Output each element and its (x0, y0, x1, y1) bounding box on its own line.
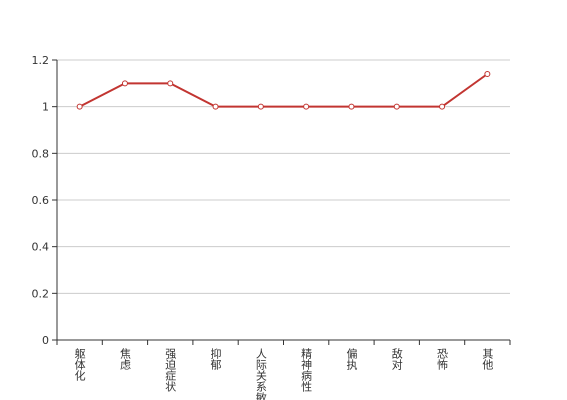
data-point (121, 80, 128, 87)
data-point (257, 103, 264, 110)
data-point (393, 103, 400, 110)
series-line (79, 73, 488, 108)
y-tick-label: 0.8 (32, 147, 50, 160)
data-point (303, 103, 310, 110)
y-tick-label: 0.6 (32, 194, 50, 207)
y-tick-label: 1.2 (32, 54, 50, 67)
data-point (348, 103, 355, 110)
data-point (167, 80, 174, 87)
x-tick-label: 强迫症状 (164, 348, 177, 392)
x-tick-label: 敌对 (390, 347, 403, 370)
y-tick-label: 0 (42, 334, 49, 347)
y-tick-label: 0.4 (32, 241, 50, 254)
data-point (439, 103, 446, 110)
x-tick-label: 偏执 (345, 347, 358, 371)
x-tick-label: 抑郁 (209, 347, 222, 370)
y-tick-label: 0.2 (32, 287, 50, 300)
data-point (212, 103, 219, 110)
x-tick-label: 躯体化 (73, 348, 86, 382)
x-tick-label: 其他 (481, 348, 494, 370)
x-tick-label: 精神病性 (300, 348, 313, 393)
x-tick-label: 人际关系敏感 (254, 348, 267, 400)
y-tick-label: 1 (42, 101, 49, 114)
data-point (484, 71, 491, 77)
x-tick-label: 恐怖 (436, 348, 449, 370)
x-tick-label: 焦虑 (118, 348, 131, 370)
data-point (76, 103, 83, 110)
